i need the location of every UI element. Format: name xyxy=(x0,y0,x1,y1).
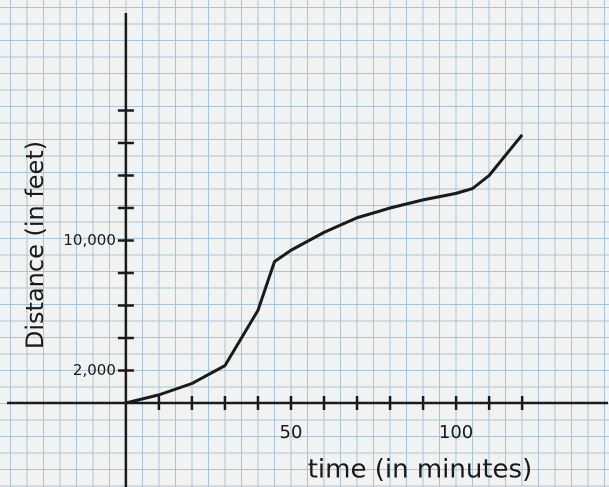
data-line xyxy=(126,135,522,403)
chart: time (in minutes) Distance (in feet) 50 1… xyxy=(0,0,609,487)
y-tick-label: 10,000 xyxy=(63,231,116,249)
y-tick-label: 2,000 xyxy=(73,361,116,379)
x-tick-label: 100 xyxy=(439,422,473,443)
y-axis-label: Distance (in feet) xyxy=(21,141,49,349)
x-tick-label: 50 xyxy=(280,422,303,443)
x-axis-label: time (in minutes) xyxy=(308,455,533,485)
